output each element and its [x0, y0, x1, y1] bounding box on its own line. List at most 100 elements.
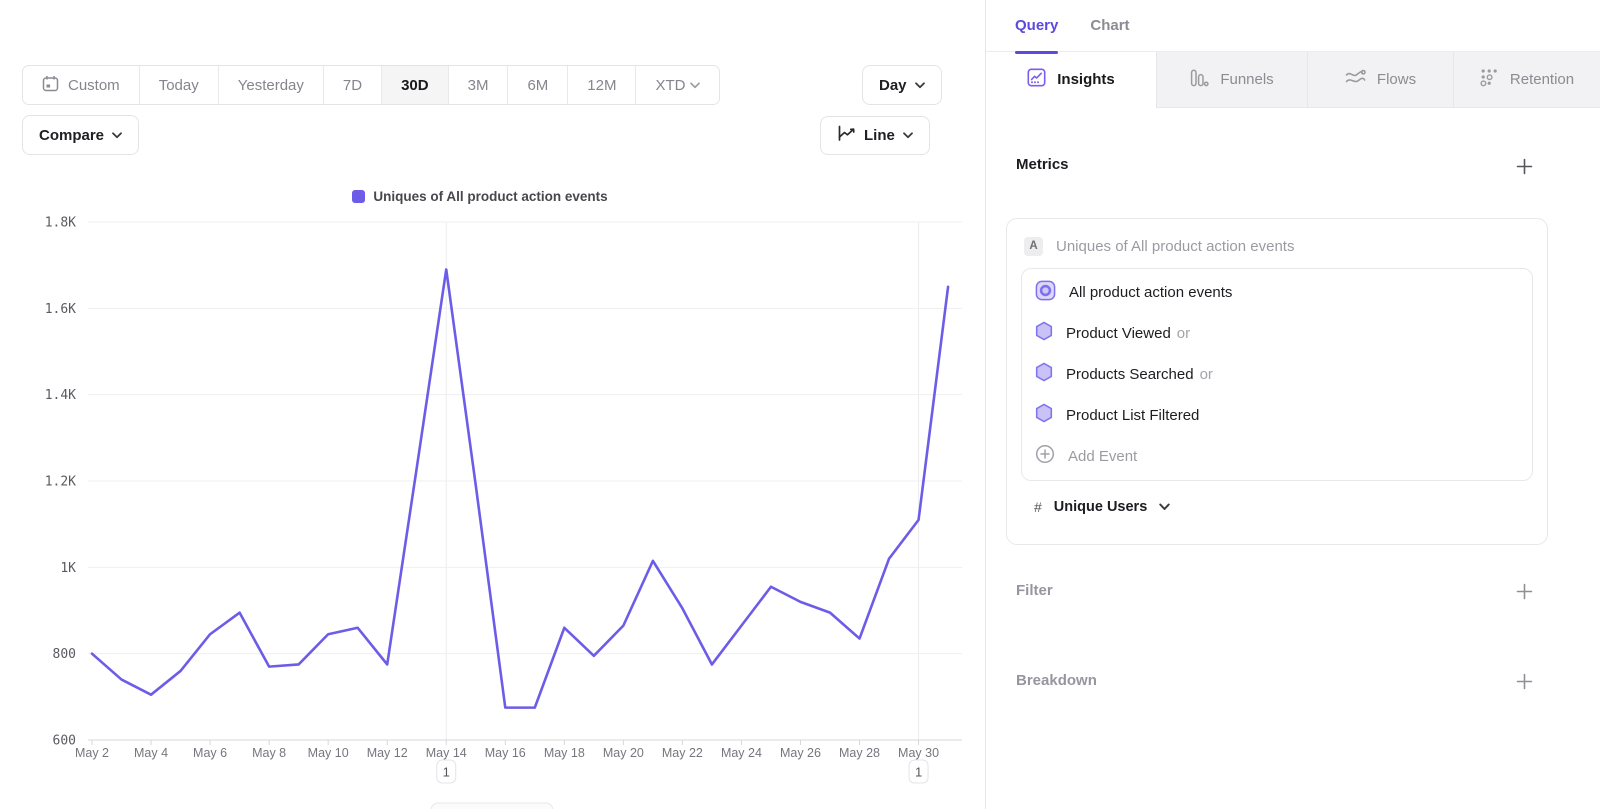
- tab-insights[interactable]: Insights: [986, 52, 1156, 108]
- event-hexagon-icon: [1035, 362, 1053, 387]
- chevron-down-icon: [1159, 503, 1170, 511]
- range-button-7d[interactable]: 7D: [323, 66, 383, 104]
- filter-header: Filter: [1016, 582, 1532, 599]
- annotation-count: 1: [443, 765, 450, 780]
- range-button-12m[interactable]: 12M: [568, 66, 637, 104]
- x-axis-label: May 18: [544, 746, 585, 760]
- x-axis-label: May 20: [603, 746, 644, 760]
- range-button-custom[interactable]: Custom: [23, 66, 140, 104]
- x-axis-label: May 22: [662, 746, 703, 760]
- range-label: 3M: [467, 76, 489, 94]
- event-label: Products Searched: [1066, 366, 1194, 383]
- event-row-product-viewed[interactable]: Product Viewed or: [1022, 313, 1532, 354]
- tab-flows[interactable]: Flows: [1307, 52, 1453, 108]
- y-axis-label: 1K: [60, 561, 76, 576]
- measurement-dropdown[interactable]: # Unique Users: [1021, 492, 1533, 522]
- event-hexagon-icon: [1035, 321, 1053, 346]
- x-axis-label: May 30: [898, 746, 939, 760]
- x-axis-label: May 8: [252, 746, 286, 760]
- event-label: All product action events: [1069, 284, 1233, 301]
- tab-chart[interactable]: Chart: [1090, 17, 1130, 34]
- x-axis-label: May 26: [780, 746, 821, 760]
- x-axis-label: May 14: [426, 746, 467, 760]
- range-button-6m[interactable]: 6M: [508, 66, 569, 104]
- event-or-suffix: or: [1199, 366, 1213, 383]
- breakdown-title: Breakdown: [1016, 672, 1097, 689]
- annotation-badge[interactable]: [908, 759, 929, 784]
- range-label: XTD: [655, 76, 686, 94]
- tab-retention[interactable]: Retention: [1453, 52, 1600, 108]
- range-label: 7D: [342, 76, 363, 94]
- event-row-product-list-filtered[interactable]: Product List Filtered: [1022, 395, 1532, 436]
- insights-icon: [1027, 68, 1046, 91]
- tab-label: Flows: [1376, 71, 1417, 88]
- y-axis-label: 600: [53, 734, 76, 749]
- y-axis-label: 1.2K: [45, 475, 76, 490]
- event-list-card: All product action events Product Viewed…: [1021, 268, 1533, 481]
- add-breakdown-button[interactable]: [1515, 672, 1533, 690]
- calendar-icon: [42, 75, 59, 96]
- custom-event-icon: [1035, 280, 1056, 306]
- add-filter-button[interactable]: [1515, 582, 1533, 600]
- add-event-label: Add Event: [1068, 448, 1138, 465]
- range-label: Today: [158, 76, 199, 94]
- range-button-yesterday[interactable]: Yesterday: [218, 66, 324, 104]
- add-event-button[interactable]: Add Event: [1022, 436, 1532, 477]
- range-label: 12M: [587, 76, 617, 94]
- range-button-today[interactable]: Today: [139, 66, 219, 104]
- funnels-icon: [1190, 68, 1209, 91]
- breakdown-header: Breakdown: [1016, 672, 1532, 689]
- metric-group-row[interactable]: A Uniques of All product action events: [1021, 231, 1533, 259]
- event-hexagon-icon: [1035, 403, 1053, 428]
- compare-dropdown[interactable]: Compare: [22, 115, 140, 155]
- x-axis-label: May 4: [134, 746, 168, 760]
- metric-letter-badge: A: [1024, 236, 1043, 256]
- chart-legend[interactable]: Uniques of All product action events: [50, 189, 910, 204]
- annotation-count: 1: [915, 765, 922, 780]
- query-builder-panel: Query Chart Insights: [985, 0, 1600, 809]
- x-axis-label: May 24: [721, 746, 762, 760]
- tab-label: Funnels: [1220, 71, 1274, 88]
- y-axis-label: 1.6K: [45, 302, 76, 317]
- chevron-down-icon: [902, 132, 913, 139]
- tab-label: Insights: [1057, 71, 1115, 88]
- x-axis-label: May 12: [367, 746, 408, 760]
- event-label: Product Viewed: [1066, 325, 1171, 342]
- filter-title: Filter: [1016, 582, 1053, 599]
- y-axis-label: 1.8K: [45, 216, 76, 231]
- granularity-dropdown[interactable]: Day: [862, 65, 942, 105]
- range-button-3m[interactable]: 3M: [448, 66, 509, 104]
- tab-funnels[interactable]: Funnels: [1156, 52, 1307, 108]
- add-metric-button[interactable]: [1515, 157, 1533, 175]
- range-button-30d[interactable]: 30D: [382, 66, 449, 104]
- annotation-badge[interactable]: [436, 759, 457, 784]
- metrics-title: Metrics: [1016, 156, 1069, 173]
- retention-icon: [1480, 68, 1499, 91]
- metric-card: A Uniques of All product action events A…: [1006, 218, 1548, 545]
- x-axis-label: May 6: [193, 746, 227, 760]
- compare-label: Compare: [39, 126, 105, 144]
- granularity-label: Day: [879, 76, 907, 94]
- tab-query[interactable]: Query: [1015, 0, 1059, 54]
- range-label: 6M: [527, 76, 549, 94]
- chart-type-label: Line: [864, 127, 895, 144]
- y-axis-label: 800: [53, 647, 76, 662]
- chart-type-dropdown[interactable]: Line: [820, 116, 930, 155]
- x-axis-label: May 2: [75, 746, 109, 760]
- chevron-down-icon: [914, 81, 925, 89]
- y-axis-label: 1.4K: [45, 388, 76, 403]
- range-label: Yesterday: [237, 76, 304, 94]
- event-row-all-product-action-events[interactable]: All product action events: [1022, 272, 1532, 313]
- event-row-products-searched[interactable]: Products Searched or: [1022, 354, 1532, 395]
- chart-panel: Custom Today Yesterday 7D 30D 3M 6M 12M …: [0, 0, 985, 809]
- tab-label: Retention: [1509, 71, 1575, 88]
- range-label: Custom: [68, 76, 120, 94]
- range-button-xtd[interactable]: XTD: [636, 66, 720, 104]
- metrics-header: Metrics: [1016, 156, 1532, 173]
- chevron-down-icon: [112, 131, 122, 139]
- report-type-tabs: Insights Funnels: [986, 52, 1600, 108]
- series-line[interactable]: [90, 268, 950, 709]
- flows-icon: [1345, 69, 1366, 90]
